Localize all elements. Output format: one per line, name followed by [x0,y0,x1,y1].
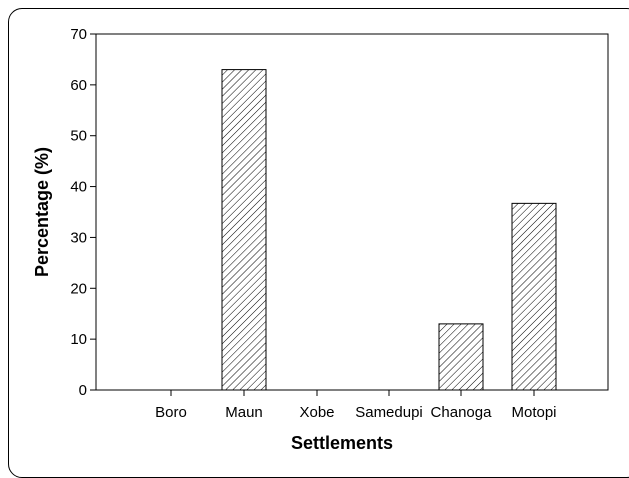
x-tick-label-boro: Boro [155,404,187,421]
y-tick-label: 40 [70,179,87,196]
x-axis-title: Settlements [291,433,393,453]
y-tick-label: 0 [79,382,87,399]
y-axis: 0 10 20 30 40 50 60 70 [70,26,96,399]
y-tick-label: 20 [70,280,87,297]
bar-chanoga [438,323,484,391]
x-tick-label-maun: Maun [225,404,263,421]
y-axis-title: Percentage (%) [32,147,52,277]
y-tick-label: 50 [70,128,87,145]
x-tick-label-samedupi: Samedupi [355,404,423,421]
y-tick-label: 30 [70,229,87,246]
y-tick-label: 10 [70,331,87,348]
y-tick-label: 60 [70,77,87,94]
x-tick-label-chanoga: Chanoga [431,404,493,421]
x-tick-label-motopi: Motopi [511,404,556,421]
plot-frame [95,33,609,391]
bar-chart: 0 10 20 30 40 50 60 70 Boro Maun Xobe Samedupi Chan… [32,26,609,453]
bar-maun [221,69,267,391]
y-tick-label: 70 [70,26,87,43]
bars-layer [221,69,557,391]
x-axis: Boro Maun Xobe Samedupi Chanoga Motopi [155,390,557,421]
x-tick-label-xobe: Xobe [299,404,334,421]
bar-motopi [511,202,557,391]
